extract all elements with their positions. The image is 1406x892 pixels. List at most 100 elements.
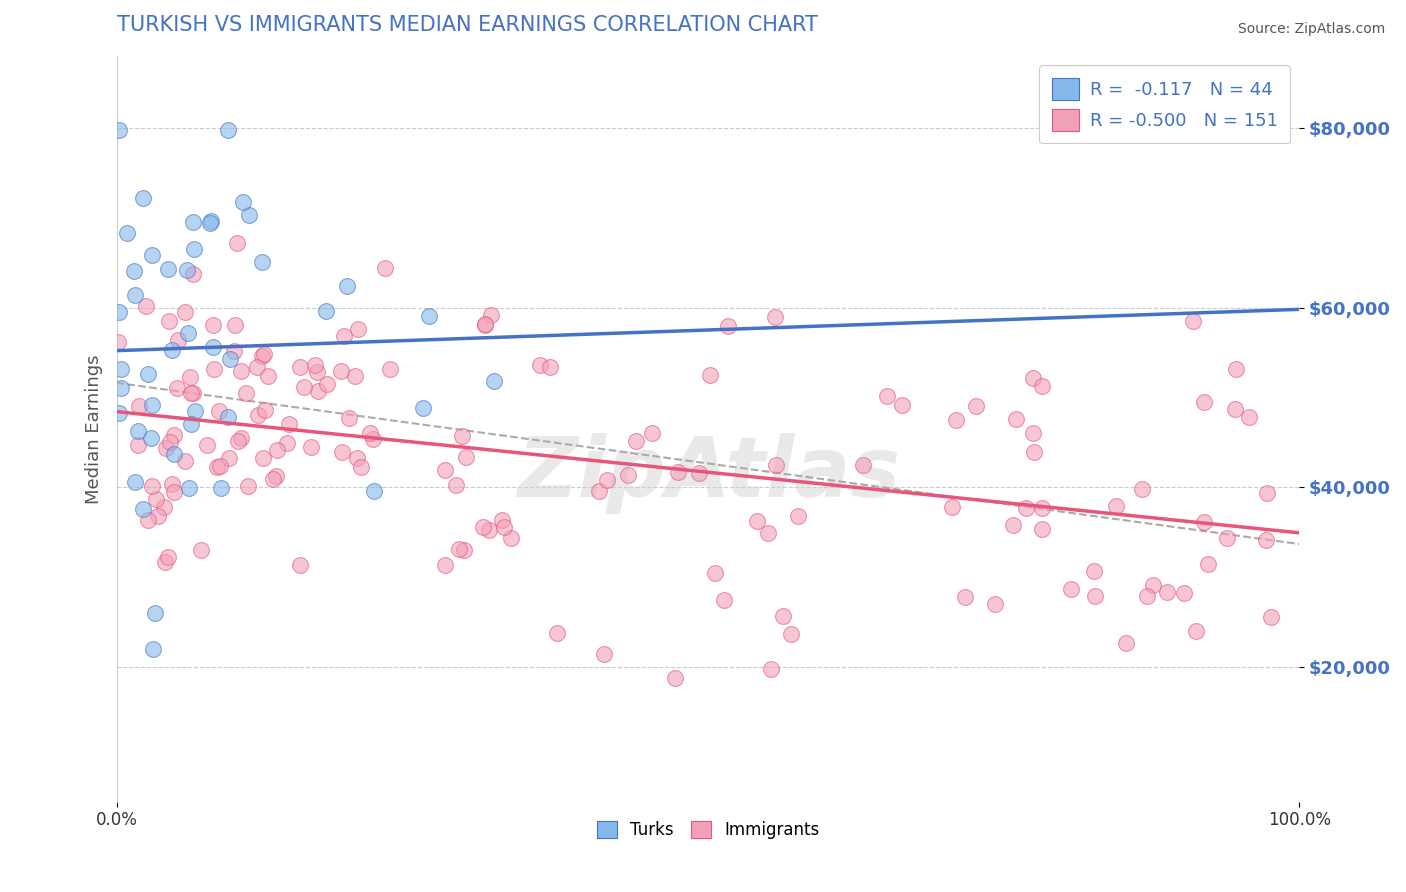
Point [350,460,373,475]
Point [704,566,727,580]
Point [965,400,987,414]
Point [1136,589,1159,603]
Point [124,288,146,302]
Point [229,431,252,445]
Point [1060,582,1083,597]
Point [501,532,523,546]
Point [202,341,225,355]
Point [173,454,195,468]
Point [228,434,250,449]
Point [1184,624,1206,639]
Point [166,333,188,347]
Point [1216,531,1239,545]
Point [1031,522,1053,536]
Point [163,447,186,461]
Point [1173,585,1195,599]
Point [202,362,225,376]
Point [307,384,329,398]
Point [330,364,353,378]
Point [484,374,506,388]
Point [299,440,322,454]
Point [180,417,202,431]
Point [780,627,803,641]
Point [588,483,610,498]
Point [246,359,269,374]
Point [179,369,201,384]
Point [177,481,200,495]
Point [166,381,188,395]
Point [159,435,181,450]
Point [180,386,202,401]
Point [218,451,240,466]
Point [160,477,183,491]
Point [208,458,231,473]
Point [209,481,232,495]
Point [1192,394,1215,409]
Point [374,261,396,276]
Point [108,122,131,136]
Point [344,368,367,383]
Point [474,317,496,331]
Point [763,310,786,324]
Point [163,485,186,500]
Point [252,349,274,363]
Point [529,358,551,372]
Point [1130,482,1153,496]
Point [219,352,242,367]
Point [124,264,146,278]
Text: Source: ZipAtlas.com: Source: ZipAtlas.com [1237,22,1385,37]
Point [153,556,176,570]
Point [1225,362,1247,376]
Point [195,438,218,452]
Point [127,438,149,452]
Point [330,445,353,459]
Point [315,303,337,318]
Point [246,408,269,422]
Point [444,478,467,492]
Point [876,389,898,403]
Point [141,398,163,412]
Point [641,426,664,441]
Point [176,263,198,277]
Point [494,520,516,534]
Point [765,458,787,472]
Point [110,381,132,395]
Point [183,243,205,257]
Point [277,417,299,432]
Point [596,474,619,488]
Point [418,310,440,324]
Point [1260,610,1282,624]
Point [232,194,254,209]
Point [1005,412,1028,426]
Point [1197,558,1219,572]
Point [276,435,298,450]
Point [155,442,177,456]
Point [380,361,402,376]
Point [253,347,276,361]
Point [1156,585,1178,599]
Point [453,543,475,558]
Point [546,625,568,640]
Point [433,558,456,572]
Point [110,361,132,376]
Point [1001,518,1024,533]
Point [236,479,259,493]
Point [450,429,472,443]
Point [292,380,315,394]
Point [141,248,163,262]
Legend: Turks, Immigrants: Turks, Immigrants [591,814,825,846]
Point [148,509,170,524]
Y-axis label: Median Earnings: Median Earnings [86,354,103,504]
Point [207,459,229,474]
Point [226,236,249,251]
Point [624,434,647,448]
Point [1105,499,1128,513]
Point [747,514,769,528]
Point [145,491,167,506]
Point [143,606,166,620]
Point [256,369,278,384]
Point [262,472,284,486]
Point [1142,578,1164,592]
Point [1015,500,1038,515]
Point [183,386,205,401]
